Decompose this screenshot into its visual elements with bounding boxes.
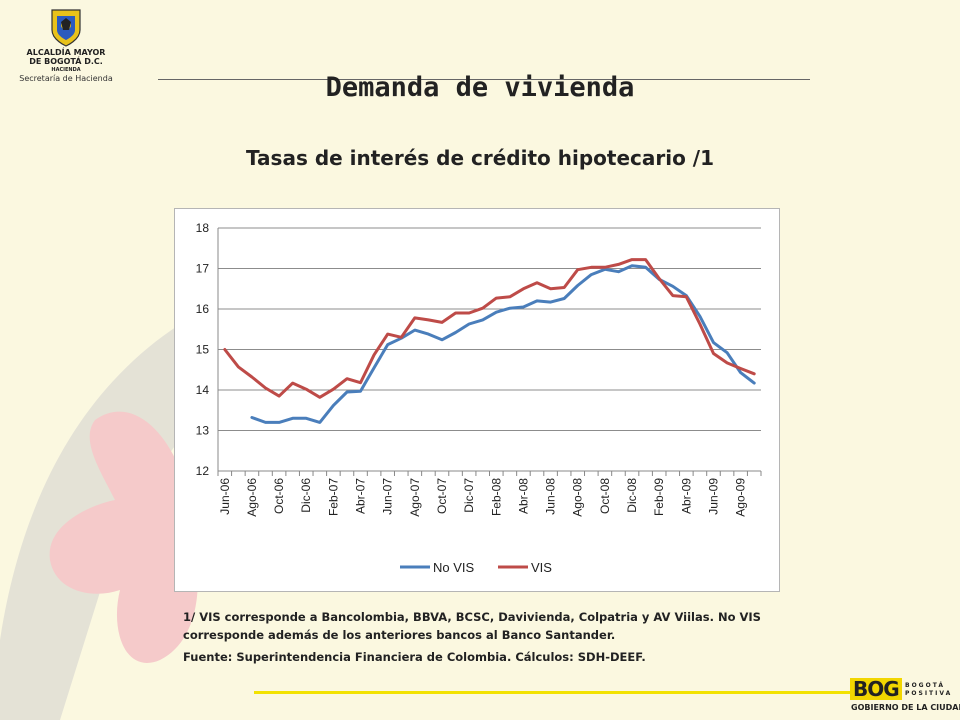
org-line-4: Secretaría de Hacienda <box>19 74 113 83</box>
x-tick-label: Ago-07 <box>408 478 422 517</box>
coat-of-arms-icon <box>51 9 81 47</box>
y-tick-label: 18 <box>196 221 210 235</box>
line-chart: 12 13 14 15 16 17 18 Jun-06 Ago-06 Oct-06 Dic-06 Fe… <box>196 221 762 575</box>
legend-label-no-vis: No VIS <box>433 560 475 575</box>
x-tick-label: Feb-08 <box>489 478 503 516</box>
y-tick-label: 15 <box>196 343 210 357</box>
y-tick-label: 16 <box>196 302 210 316</box>
x-tick-label: Ago-08 <box>571 478 585 517</box>
source-note: Fuente: Superintendencia Financiera de C… <box>183 650 646 664</box>
x-tick-label: Abr-08 <box>516 478 530 514</box>
bogota-positiva-logo: BOG BOGOTÁ POSITIVA GOBIERNO DE LA CIUDA… <box>850 676 960 716</box>
tagline: GOBIERNO DE LA CIUDAD <box>851 703 960 712</box>
org-line-1: ALCALDÍA MAYOR <box>26 48 106 57</box>
title-rule <box>158 79 810 80</box>
org-line-2: DE BOGOTÁ D.C. <box>29 57 103 66</box>
x-tick-label: Dic-07 <box>462 478 476 513</box>
series-line-no-vis <box>250 264 756 424</box>
x-tick-label: Dic-08 <box>625 478 639 513</box>
brand-text: BOG <box>853 677 900 701</box>
chart-container: 12 13 14 15 16 17 18 Jun-06 Ago-06 Oct-06 Dic-06 Fe… <box>174 208 780 592</box>
legend-label-vis: VIS <box>531 560 552 575</box>
y-tick-label: 17 <box>196 262 210 276</box>
x-tick-label: Jun-07 <box>381 478 395 515</box>
slogan-line-2: POSITIVA <box>905 690 953 697</box>
y-tick-label: 12 <box>196 464 210 478</box>
footnote: 1/ VIS corresponde a Bancolombia, BBVA, … <box>183 610 761 642</box>
brand-box <box>850 678 902 700</box>
x-tick-label: Jun-06 <box>218 478 232 515</box>
x-tick-label: Oct-06 <box>272 478 286 514</box>
x-tick-label: Abr-07 <box>354 478 368 514</box>
x-tick-label: Feb-07 <box>326 478 340 516</box>
alcaldia-logo: ALCALDÍA MAYOR DE BOGOTÁ D.C. HACIENDA S… <box>6 8 126 84</box>
x-tick-label: Feb-09 <box>652 478 666 516</box>
series-line-vis <box>223 258 756 399</box>
y-tick-label: 13 <box>196 424 210 438</box>
x-tick-label: Jun-09 <box>706 478 720 515</box>
org-line-3: HACIENDA <box>51 67 81 73</box>
x-tick-label: Jun-08 <box>544 478 558 515</box>
page-title: Demanda de vivienda <box>325 72 635 103</box>
x-tick-label: Ago-09 <box>734 478 748 517</box>
x-tick-label: Oct-07 <box>435 478 449 514</box>
x-tick-label: Dic-06 <box>299 478 313 513</box>
x-tick-label: Ago-06 <box>245 478 259 517</box>
chart-title: Tasas de interés de crédito hipotecario … <box>245 146 715 170</box>
slogan-line-1: BOGOTÁ <box>905 682 945 689</box>
y-tick-label: 14 <box>196 383 210 397</box>
footer-rule <box>254 691 850 694</box>
x-tick-label: Oct-08 <box>598 478 612 514</box>
x-tick-label: Abr-09 <box>679 478 693 514</box>
